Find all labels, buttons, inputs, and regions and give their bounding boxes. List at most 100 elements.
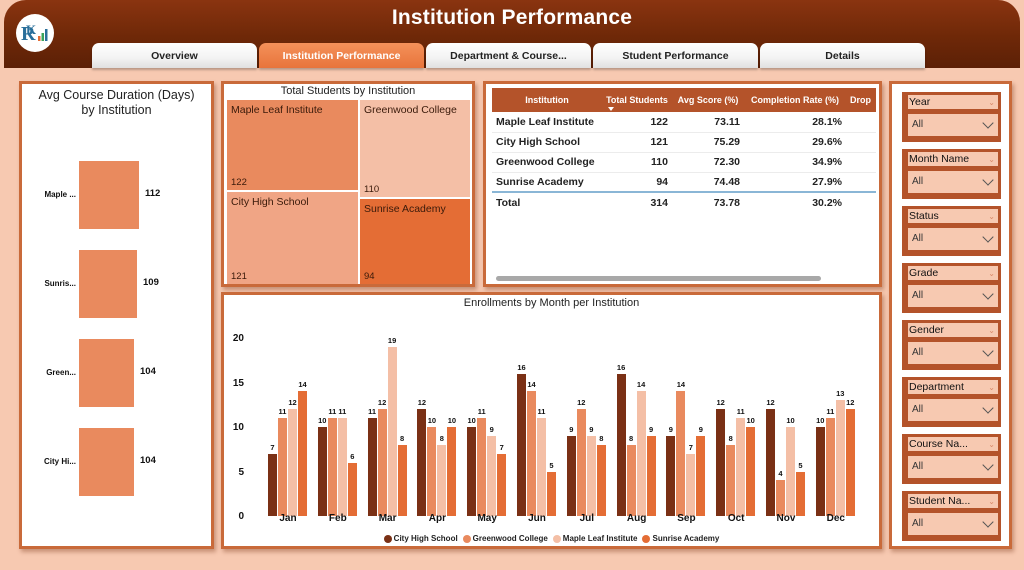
bar[interactable] xyxy=(517,373,526,516)
bar[interactable] xyxy=(786,427,795,516)
bar[interactable] xyxy=(776,480,785,516)
bar-row[interactable]: City Hi... 104 xyxy=(22,428,212,496)
bar[interactable] xyxy=(736,418,746,516)
bar[interactable] xyxy=(387,346,397,516)
bar[interactable] xyxy=(716,409,726,516)
bar[interactable] xyxy=(298,391,307,516)
tab-department-course[interactable]: Department & Course... xyxy=(426,43,591,68)
bar[interactable] xyxy=(616,373,626,516)
slicer-header[interactable]: Grade ⌄ xyxy=(908,266,998,280)
bar[interactable] xyxy=(497,453,507,516)
table-row[interactable]: Sunrise Academy 94 74.48 27.9% xyxy=(492,172,876,193)
bar[interactable] xyxy=(566,435,576,516)
legend-item-greenwood[interactable]: Greenwood College xyxy=(462,534,548,543)
bar[interactable] xyxy=(79,161,139,229)
x-tick-label: Nov xyxy=(776,513,796,524)
bar[interactable] xyxy=(268,453,277,516)
treemap-tile-city-high[interactable]: City High School 121 xyxy=(227,192,358,284)
bar[interactable] xyxy=(547,471,556,516)
data-label: 5 xyxy=(549,460,554,470)
column-header-completion-rate[interactable]: Completion Rate (%) xyxy=(744,88,846,112)
bar[interactable] xyxy=(845,409,855,516)
slicer-dropdown[interactable]: All xyxy=(908,399,998,421)
slicer-dropdown[interactable]: All xyxy=(908,228,998,250)
bar[interactable] xyxy=(646,435,656,516)
table-row[interactable]: City High School 121 75.29 29.6% xyxy=(492,132,876,153)
bar[interactable] xyxy=(417,409,427,516)
bar[interactable] xyxy=(676,391,686,516)
legend-item-sunrise[interactable]: Sunrise Academy xyxy=(642,534,719,543)
bar[interactable] xyxy=(487,435,497,516)
bar[interactable] xyxy=(337,418,347,516)
bar[interactable] xyxy=(327,418,337,516)
bar[interactable] xyxy=(576,409,586,516)
column-header-total-students[interactable]: Total Students xyxy=(602,88,672,112)
bar[interactable] xyxy=(835,400,845,516)
slicer-header[interactable]: Student Na... ⌄ xyxy=(908,494,998,508)
bar[interactable] xyxy=(477,418,487,516)
bar[interactable] xyxy=(696,435,706,516)
bar[interactable] xyxy=(79,428,134,496)
bar[interactable] xyxy=(527,391,536,516)
slicer-header[interactable]: Month Name ⌄ xyxy=(908,152,998,166)
bar[interactable] xyxy=(317,427,327,516)
table-row[interactable]: Maple Leaf Institute 122 73.11 28.1% xyxy=(492,112,876,133)
bar[interactable] xyxy=(537,418,546,516)
column-header-drop[interactable]: Drop xyxy=(846,88,876,112)
bar[interactable] xyxy=(626,444,636,516)
bar[interactable] xyxy=(377,409,387,516)
bar[interactable] xyxy=(746,427,756,516)
bar[interactable] xyxy=(447,427,457,516)
bar[interactable] xyxy=(596,444,606,516)
bar[interactable] xyxy=(815,427,825,516)
slicer-header[interactable]: Gender ⌄ xyxy=(908,323,998,337)
bar[interactable] xyxy=(467,427,477,516)
bar[interactable] xyxy=(367,418,377,516)
slicer-dropdown[interactable]: All xyxy=(908,285,998,307)
horizontal-scrollbar[interactable] xyxy=(496,276,821,281)
bar[interactable] xyxy=(796,471,805,516)
bar-row[interactable]: Maple ... 112 xyxy=(22,161,212,229)
slicer-header[interactable]: Status ⌄ xyxy=(908,209,998,223)
slicer-header[interactable]: Course Na... ⌄ xyxy=(908,437,998,451)
bar[interactable] xyxy=(427,427,437,516)
bar[interactable] xyxy=(636,391,646,516)
legend-item-maple-leaf[interactable]: Maple Leaf Institute xyxy=(552,534,637,543)
tab-student-performance[interactable]: Student Performance xyxy=(593,43,758,68)
slicer-dropdown[interactable]: All xyxy=(908,513,998,535)
legend-item-city-high[interactable]: City High School xyxy=(383,534,458,543)
bar[interactable] xyxy=(278,418,287,516)
bar[interactable] xyxy=(79,250,137,318)
tab-institution-performance[interactable]: Institution Performance xyxy=(259,43,424,68)
y-tick-label: 5 xyxy=(238,466,244,478)
bar-row[interactable]: Sunris... 109 xyxy=(22,250,212,318)
data-label: 10 xyxy=(318,416,327,425)
slicer-header[interactable]: Department ⌄ xyxy=(908,380,998,394)
slicer-dropdown[interactable]: All xyxy=(908,342,998,364)
slicer-header[interactable]: Year ⌄ xyxy=(908,95,998,109)
treemap-tile-sunrise[interactable]: Sunrise Academy 94 xyxy=(360,199,470,284)
slicer-dropdown[interactable]: All xyxy=(908,456,998,478)
chevron-down-icon: ⌄ xyxy=(988,497,995,506)
tab-overview[interactable]: Overview xyxy=(92,43,257,68)
column-header-avg-score[interactable]: Avg Score (%) xyxy=(672,88,744,112)
bar[interactable] xyxy=(397,444,407,516)
bar[interactable] xyxy=(347,462,357,516)
slicer-dropdown[interactable]: All xyxy=(908,171,998,193)
treemap-tile-maple-leaf[interactable]: Maple Leaf Institute 122 xyxy=(227,100,358,190)
tab-details[interactable]: Details xyxy=(760,43,925,68)
treemap-tile-greenwood[interactable]: Greenwood College 110 xyxy=(360,100,470,197)
bar[interactable] xyxy=(686,453,696,516)
bar[interactable] xyxy=(726,444,736,516)
bar[interactable] xyxy=(666,435,676,516)
bar[interactable] xyxy=(766,409,775,516)
bar[interactable] xyxy=(825,418,835,516)
bar[interactable] xyxy=(437,444,447,516)
bar[interactable] xyxy=(79,339,134,407)
table-row[interactable]: Greenwood College 110 72.30 34.9% xyxy=(492,152,876,173)
bar[interactable] xyxy=(586,435,596,516)
bar[interactable] xyxy=(288,409,297,516)
bar-row[interactable]: Green... 104 xyxy=(22,339,212,407)
column-header-institution[interactable]: Institution xyxy=(492,88,602,112)
slicer-dropdown[interactable]: All xyxy=(908,114,998,136)
